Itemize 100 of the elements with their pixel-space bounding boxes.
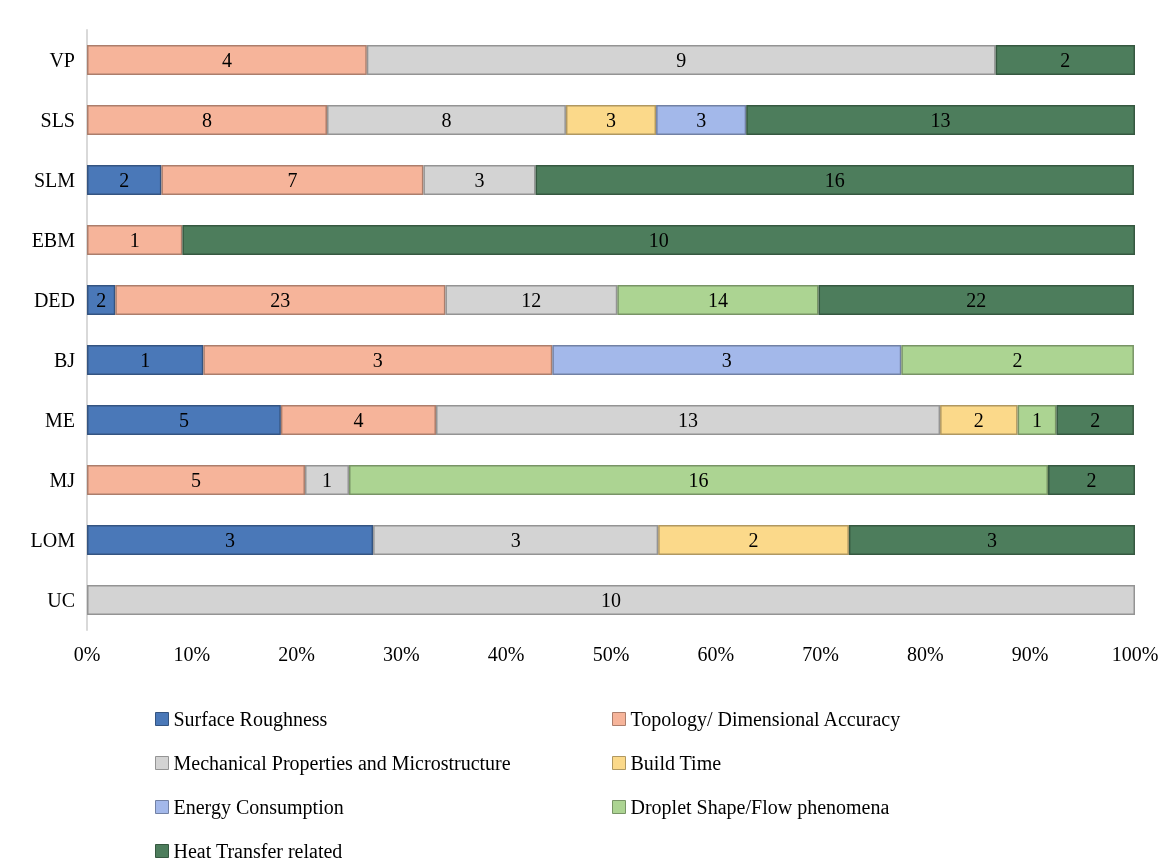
- legend-label: Heat Transfer related: [173, 840, 343, 862]
- annotation: 2: [1012, 349, 1023, 371]
- legend-label: Build Time: [630, 752, 722, 774]
- annotation: 2: [1090, 409, 1101, 431]
- x-tick-label: 80%: [907, 643, 944, 665]
- y-tick-label: SLS: [40, 109, 75, 131]
- annotation: 2: [96, 289, 107, 311]
- x-tick-label: 90%: [1011, 643, 1049, 665]
- annotation: 3: [225, 529, 236, 551]
- bar: [746, 105, 1135, 135]
- annotation: 5: [190, 469, 201, 491]
- bar: [940, 405, 1018, 435]
- annotation: 1: [1032, 409, 1043, 431]
- y-tick-label: ME: [45, 409, 75, 431]
- annotation: 13: [930, 109, 951, 131]
- annotation: 3: [986, 529, 997, 551]
- annotation: 3: [474, 169, 485, 191]
- y-tick-label: SLM: [33, 169, 76, 191]
- bar: [280, 405, 436, 435]
- y-tick-label: DED: [33, 289, 75, 311]
- annotation: 8: [441, 109, 452, 131]
- bar: [423, 165, 536, 195]
- bar: [818, 285, 1134, 315]
- bar: [87, 165, 162, 195]
- annotation: 9: [676, 49, 687, 71]
- x-tick-label: 20%: [278, 643, 315, 665]
- bar: [161, 165, 424, 195]
- bar: [203, 345, 553, 375]
- annotation: 7: [287, 169, 298, 191]
- annotation: 14: [707, 289, 728, 311]
- bar: [1056, 405, 1134, 435]
- bar: [115, 285, 446, 315]
- y-tick-label: VP: [49, 49, 75, 71]
- bar: [87, 285, 116, 315]
- annotation: 22: [966, 289, 987, 311]
- annotation: 2: [1086, 469, 1097, 491]
- annotation: 1: [321, 469, 332, 491]
- annotation: 1: [140, 349, 151, 371]
- bar: [435, 405, 941, 435]
- annotation: 4: [221, 49, 232, 71]
- x-tick-label: 60%: [697, 643, 735, 665]
- legend-label: Mechanical Properties and Microstructure: [173, 752, 511, 775]
- bar: [87, 225, 183, 255]
- bar: [87, 345, 204, 375]
- bar: [656, 105, 747, 135]
- y-tick-label: BJ: [53, 349, 76, 371]
- annotation: 1: [129, 229, 140, 251]
- bar: [552, 345, 902, 375]
- bar: [373, 525, 659, 555]
- bar: [349, 465, 1049, 495]
- bar: [366, 45, 996, 75]
- annotation: 2: [119, 169, 130, 191]
- bar: [87, 105, 327, 135]
- x-tick-label: 0%: [73, 643, 101, 665]
- bar: [848, 525, 1135, 555]
- y-tick-label: EBM: [31, 229, 76, 251]
- bar: [565, 105, 657, 135]
- x-tick-label: 50%: [592, 643, 630, 665]
- annotation: 10: [601, 589, 621, 611]
- annotation: 3: [606, 109, 616, 131]
- legend-label: Surface Roughness: [173, 708, 328, 731]
- x-tick-label: 100%: [1111, 643, 1159, 665]
- bar: [304, 465, 349, 495]
- bar: [901, 345, 1134, 375]
- bar: [1048, 465, 1135, 495]
- annotation: 2: [973, 409, 984, 431]
- bar: [87, 45, 367, 75]
- annotation: 13: [678, 409, 699, 431]
- annotation: 4: [353, 409, 364, 431]
- x-tick-label: 10%: [173, 643, 211, 665]
- annotation: 5: [178, 409, 189, 431]
- annotation: 3: [510, 529, 521, 551]
- bar: [995, 45, 1135, 75]
- y-tick-label: LOM: [30, 529, 76, 551]
- legend-label: Droplet Shape/Flow phenomena: [630, 796, 890, 819]
- bar: [87, 525, 374, 555]
- annotation: 8: [202, 109, 212, 131]
- bar: [87, 405, 281, 435]
- x-tick-label: 30%: [383, 643, 420, 665]
- legend-label: Topology/ Dimensional Accuracy: [630, 708, 901, 731]
- annotation: 16: [824, 169, 845, 191]
- y-tick-label: MJ: [49, 469, 76, 491]
- annotation: 2: [1060, 49, 1071, 71]
- annotation: 3: [372, 349, 383, 371]
- annotation: 2: [748, 529, 759, 551]
- annotation: 23: [270, 289, 291, 311]
- annotation: 3: [721, 349, 732, 371]
- bar: [617, 285, 819, 315]
- y-tick-label: UC: [47, 589, 75, 611]
- legend-label: Energy Consumption: [173, 796, 344, 819]
- bar: [445, 285, 618, 315]
- x-tick-label: 70%: [802, 643, 839, 665]
- bar: [182, 225, 1135, 255]
- annotation: 16: [688, 469, 709, 491]
- bar: [535, 165, 1134, 195]
- bar: [1017, 405, 1057, 435]
- bar: [658, 525, 849, 555]
- x-tick-label: 40%: [487, 643, 525, 665]
- annotation: 3: [696, 109, 707, 131]
- bar: [326, 105, 566, 135]
